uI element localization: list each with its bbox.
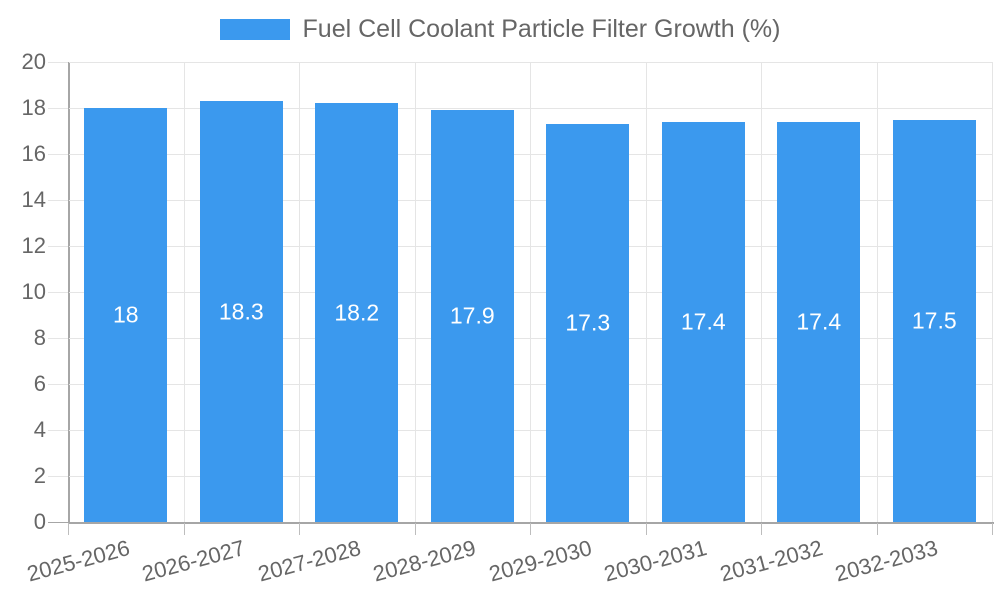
gridline-horizontal [69, 108, 993, 109]
y-axis-tick [48, 430, 68, 431]
gridline-vertical [645, 62, 647, 522]
gridline-vertical [992, 62, 993, 522]
bar-value-label: 17.5 [911, 307, 957, 334]
x-axis-label: 2032-2033 [832, 535, 941, 587]
y-axis-tick [48, 108, 68, 109]
legend-swatch [219, 18, 290, 40]
y-axis-tick [48, 384, 68, 385]
y-axis-tick [48, 200, 68, 201]
bar-value-label: 18 [112, 301, 139, 328]
gridline-vertical [530, 62, 531, 522]
x-axis-tick [183, 523, 185, 535]
x-axis-tick [530, 523, 531, 535]
bar-value-label: 17.3 [565, 309, 611, 336]
legend[interactable]: Fuel Cell Coolant Particle Filter Growth… [0, 14, 1000, 44]
x-axis-tick [414, 523, 416, 535]
y-axis-label: 0 [33, 509, 46, 534]
y-axis-label: 12 [21, 233, 46, 258]
bar-value-label: 17.4 [680, 308, 726, 335]
x-axis-label: 2026-2027 [139, 535, 248, 587]
y-axis-label: 14 [21, 187, 46, 212]
y-axis-tick [48, 246, 68, 247]
bar: 18 [84, 108, 168, 522]
x-axis-tick [992, 523, 993, 535]
x-axis-tick [299, 523, 300, 535]
bar: 18.2 [315, 103, 399, 522]
bar: 17.9 [430, 110, 514, 522]
gridline-horizontal [69, 62, 993, 63]
gridline-vertical [876, 62, 878, 522]
y-axis-label: 8 [33, 325, 46, 350]
y-axis-label: 16 [21, 141, 46, 166]
gridline-horizontal [69, 246, 993, 247]
gridline-horizontal [69, 292, 993, 293]
gridline-horizontal [69, 384, 993, 385]
gridline-vertical [761, 62, 762, 522]
y-axis-tick [48, 476, 68, 477]
x-axis-tick [876, 523, 878, 535]
y-axis-label: 6 [33, 371, 46, 396]
bar: 17.4 [777, 121, 861, 522]
gridline-horizontal [69, 338, 993, 339]
bar-value-label: 18.3 [218, 298, 264, 325]
x-axis-label: 2027-2028 [254, 535, 363, 587]
gridline-horizontal [69, 200, 993, 201]
x-axis-tick [68, 523, 69, 535]
x-axis-label: 2025-2026 [23, 535, 132, 587]
bar-value-label: 18.2 [334, 299, 380, 326]
x-axis-label: 2031-2032 [716, 535, 825, 587]
y-axis-label: 18 [21, 95, 46, 120]
x-axis-label: 2030-2031 [601, 535, 710, 587]
y-axis-tick [48, 522, 68, 523]
bar-value-label: 17.4 [796, 308, 842, 335]
gridline-horizontal [69, 430, 993, 431]
gridline-horizontal [69, 154, 993, 155]
y-axis-tick [48, 292, 68, 293]
x-axis-tick [645, 523, 647, 535]
bar: 17.4 [661, 121, 745, 522]
gridline-vertical [414, 62, 416, 522]
y-axis-tick [48, 62, 68, 63]
x-axis-tick [761, 523, 762, 535]
bar: 17.5 [892, 119, 976, 522]
y-axis-label: 10 [21, 279, 46, 304]
y-axis-label: 4 [33, 417, 46, 442]
bar: 18.3 [199, 101, 283, 522]
bar: 17.3 [546, 124, 630, 522]
y-axis-tick [48, 338, 68, 339]
gridline-vertical [183, 62, 185, 522]
x-axis-label: 2028-2029 [370, 535, 479, 587]
y-axis-label: 2 [33, 463, 46, 488]
legend-label: Fuel Cell Coolant Particle Filter Growth… [302, 15, 781, 43]
bar-value-label: 17.9 [449, 302, 495, 329]
gridline-horizontal [69, 476, 993, 477]
gridline-vertical [299, 62, 300, 522]
y-axis-label: 20 [21, 49, 46, 74]
plot-area [68, 62, 994, 524]
x-axis-label: 2029-2030 [485, 535, 594, 587]
y-axis-tick [48, 154, 68, 155]
